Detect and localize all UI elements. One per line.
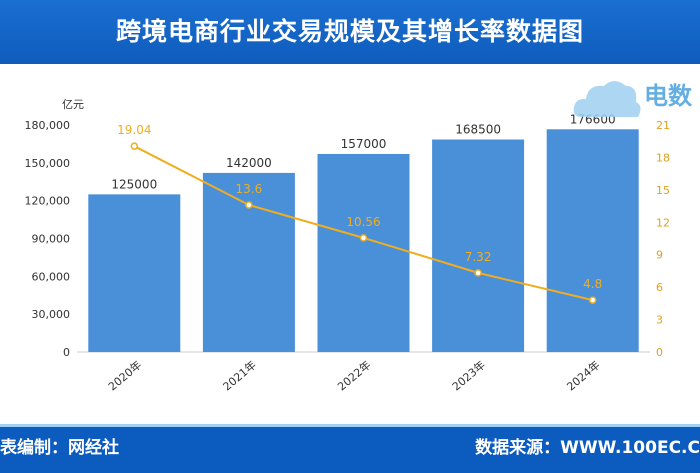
watermark-logo: 电数 — [572, 72, 700, 132]
x-tick-label: 2023年 — [449, 358, 488, 394]
bar — [317, 154, 410, 352]
y2-tick-label: 18 — [656, 151, 670, 164]
line-label: 10.56 — [346, 215, 380, 229]
bar — [546, 129, 639, 352]
y2-tick-label: 0 — [656, 346, 663, 359]
y-axis-label: 亿元 — [62, 98, 84, 111]
line-label: 7.32 — [465, 250, 492, 264]
line-point — [359, 234, 368, 242]
y2-tick-label: 12 — [656, 216, 670, 229]
bar — [432, 139, 525, 352]
y-tick-label: 0 — [63, 346, 70, 359]
x-tick-label: 2020年 — [105, 358, 144, 394]
y2-tick-label: 3 — [656, 314, 663, 327]
y-tick-label: 90,000 — [32, 233, 71, 246]
y2-tick-label: 6 — [656, 281, 663, 294]
x-tick-label: 2021年 — [220, 358, 259, 394]
chart-title: 跨境电商行业交易规模及其增长率数据图 — [0, 0, 700, 64]
logo-text: 电数 — [644, 82, 693, 110]
line-point — [245, 201, 253, 209]
footer-compiler: 表编制：网经社 — [0, 438, 119, 458]
line-point — [130, 142, 139, 150]
footer: 表编制：网经社 数据来源：WWW.100EC.C — [0, 424, 700, 473]
y2-tick-label: 21 — [656, 119, 670, 132]
bar-label: 142000 — [226, 156, 272, 170]
footer-source: 数据来源：WWW.100EC.C — [475, 438, 700, 458]
bar-label: 125000 — [111, 177, 157, 191]
y-tick-label: 180,000 — [25, 119, 71, 132]
x-tick-label: 2024年 — [564, 358, 603, 394]
line-label: 4.8 — [583, 277, 602, 291]
line-point — [474, 269, 482, 277]
bar-label: 168500 — [455, 123, 501, 137]
y-tick-label: 30,000 — [32, 308, 71, 321]
y-tick-label: 60,000 — [32, 270, 71, 283]
line-label: 19.04 — [117, 123, 151, 137]
y2-tick-label: 9 — [656, 249, 663, 262]
y2-tick-label: 15 — [656, 184, 670, 197]
bar — [88, 194, 181, 352]
x-tick-label: 2022年 — [335, 358, 374, 394]
y-tick-label: 150,000 — [25, 157, 71, 170]
bar-label: 157000 — [341, 137, 387, 151]
line-point — [588, 296, 597, 304]
line-label: 13.6 — [236, 182, 263, 196]
bar — [202, 172, 295, 352]
y-tick-label: 120,000 — [25, 195, 71, 208]
